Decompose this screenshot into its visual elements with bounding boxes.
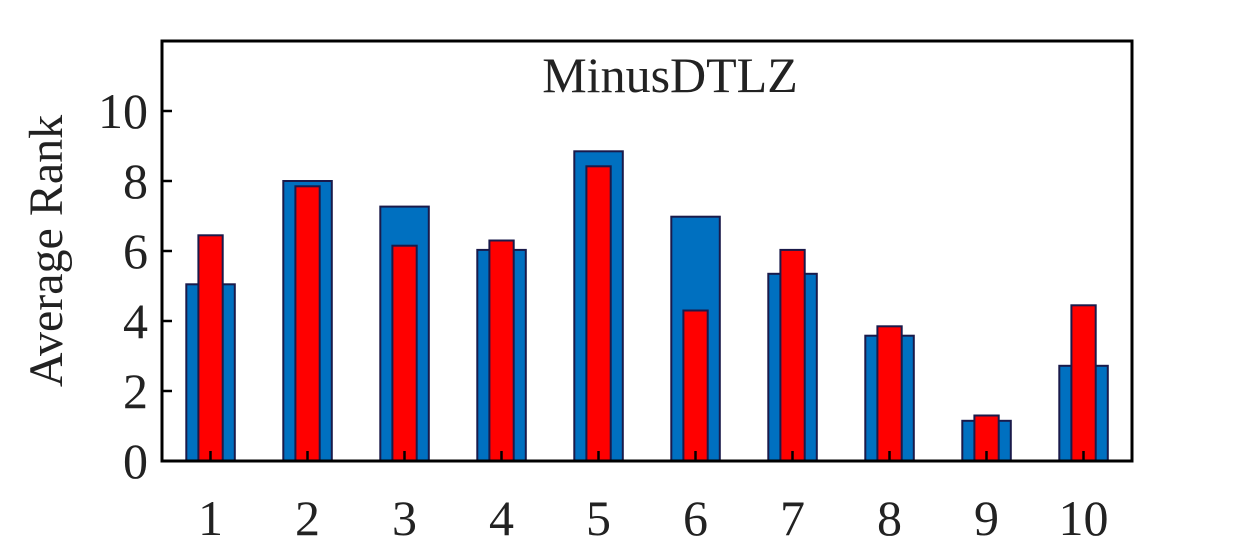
x-tick-label: 4 <box>489 490 514 546</box>
x-tick-label: 8 <box>877 490 902 546</box>
bar-series2-cat-1 <box>197 234 224 463</box>
x-tick-label: 5 <box>586 490 611 546</box>
plot-frame <box>160 39 1134 463</box>
bar-series2-cat-5 <box>585 165 612 463</box>
x-tick-label: 9 <box>974 490 999 546</box>
x-tick-label: 2 <box>295 490 320 546</box>
x-tick-label: 1 <box>198 490 223 546</box>
x-tick-label: 6 <box>683 490 708 546</box>
y-tick-label: 0 <box>123 433 148 489</box>
y-tick-label: 6 <box>123 223 148 279</box>
ticks-layer: 1 2 3 4 5 6 7 8 9 10 0 2 4 6 8 10 <box>98 83 1109 546</box>
x-tick-label: 10 <box>1059 490 1109 546</box>
chart-title: MinusDTLZ <box>542 47 798 103</box>
x-tick-label: 7 <box>780 490 805 546</box>
y-tick-label: 2 <box>123 363 148 419</box>
bar-series2-cat-10 <box>1070 304 1097 463</box>
bar-series2-cat-4 <box>488 239 515 462</box>
bar-series2-cat-8 <box>876 325 903 463</box>
y-tick-label: 10 <box>98 83 148 139</box>
bars-layer <box>185 150 1109 463</box>
bar-series2-cat-6 <box>682 309 709 462</box>
bar-series2-cat-7 <box>779 248 806 462</box>
bar-series2-cat-2 <box>294 185 321 463</box>
bar-series2-cat-3 <box>391 244 418 462</box>
y-tick-label: 8 <box>123 153 148 209</box>
y-tick-label: 4 <box>123 293 148 349</box>
x-tick-label: 3 <box>392 490 417 546</box>
y-axis-label: Average Rank <box>20 115 73 387</box>
